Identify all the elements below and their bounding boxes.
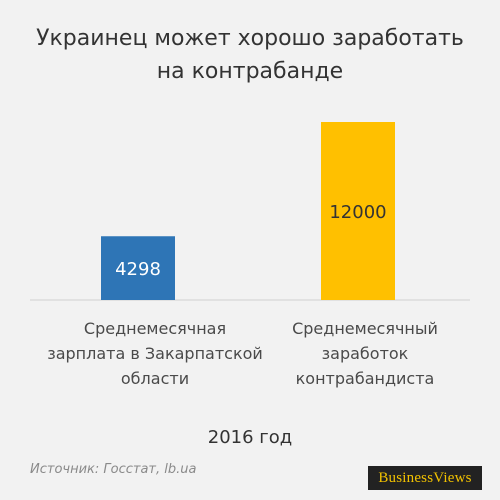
chart-title: Украинец может хорошо заработать на конт… xyxy=(0,22,500,88)
category-label-smuggler-line-2: заработок xyxy=(321,344,409,363)
title-line-2: на контрабанде xyxy=(156,59,344,84)
category-label-salary-line-3: области xyxy=(120,369,190,388)
businessviews-logo: BusinessViews xyxy=(368,466,482,490)
bar-1 xyxy=(321,122,395,300)
bar-value-label-1: 12000 xyxy=(329,202,386,223)
category-label-smuggler: Среднемесячный заработок контрабандиста xyxy=(250,316,480,391)
category-label-salary-line-2: зарплата в Закарпатской xyxy=(47,344,263,363)
bar-0 xyxy=(101,236,175,300)
category-label-smuggler-line-1: Среднемесячный xyxy=(292,319,438,338)
category-label-salary: Среднемесячная зарплата в Закарпатской о… xyxy=(40,316,270,391)
bar-value-label-0: 4298 xyxy=(115,259,161,280)
x-axis-label: 2016 год xyxy=(207,427,293,448)
category-label-salary-line-1: Среднемесячная xyxy=(83,319,227,338)
source-note: Источник: Госстат, lb.ua xyxy=(30,462,197,477)
title-line-1: Украинец может хорошо заработать xyxy=(36,26,464,51)
category-label-smuggler-line-3: контрабандиста xyxy=(295,369,435,388)
